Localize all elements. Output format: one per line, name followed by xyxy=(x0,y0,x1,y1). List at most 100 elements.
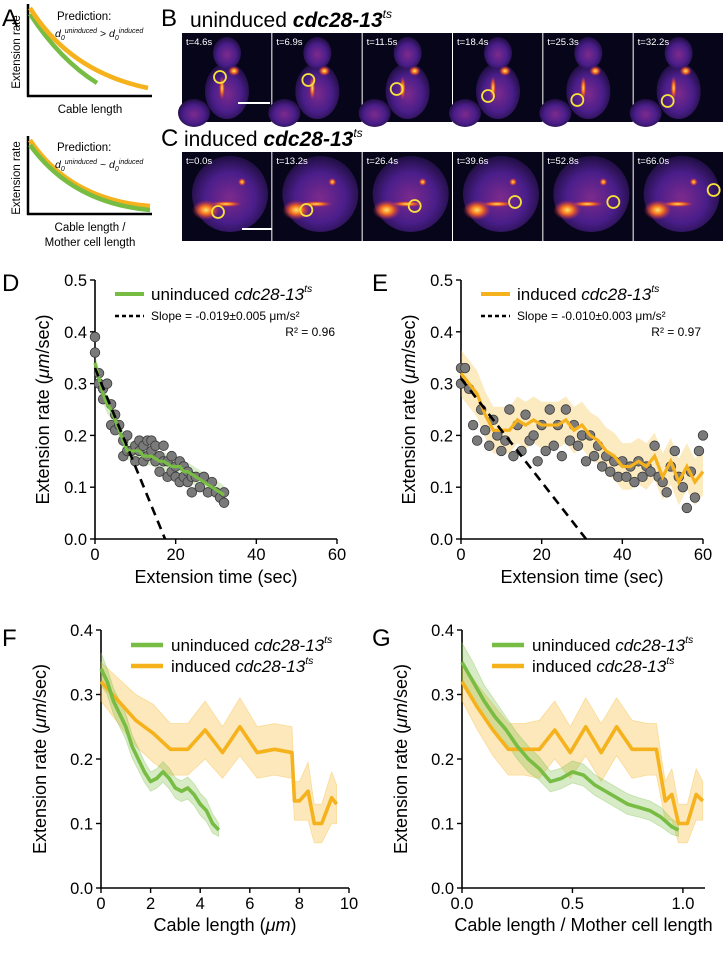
actin-cable xyxy=(670,76,677,100)
legend: uninduced cdc28-13ts Slope = -0.019±0.005… xyxy=(115,283,335,339)
prediction-curve-uninduced xyxy=(28,12,99,85)
y-tick-label: 0.4 xyxy=(430,324,453,342)
actin-cable xyxy=(481,201,513,207)
bud-neck-signal xyxy=(228,66,240,76)
data-point xyxy=(496,445,507,457)
frame-timestamp: t=25.3s xyxy=(547,37,579,48)
mother-cell xyxy=(463,156,539,232)
x-axis-label: Cable length / Mother cell length xyxy=(454,915,712,935)
data-point xyxy=(677,482,689,493)
frame-timestamp: t=66.0s xyxy=(638,156,670,167)
x-tick-label: 0.5 xyxy=(561,895,584,913)
linear-fit-line xyxy=(93,367,167,540)
y-axis-label: Extension rate xyxy=(11,15,23,89)
x-axis-label-line2: Mother cell length xyxy=(45,237,136,249)
series-line-uninduced xyxy=(99,667,221,832)
frame-timestamp: t=18.4s xyxy=(457,37,489,48)
micrograph-frame: t=39.6s xyxy=(453,152,543,241)
x-axis-label-line1: Cable length / xyxy=(55,222,127,234)
x-tick-label: 40 xyxy=(247,546,265,564)
data-point xyxy=(681,502,693,514)
y-axis-label: Extension rate (μm/sec) xyxy=(30,664,50,854)
data-point xyxy=(154,466,165,477)
prediction-equation: d0uninduced ~ d0induced xyxy=(55,159,144,173)
frame-timestamp: t=13.2s xyxy=(276,156,308,167)
micrograph-frame: t=26.4s xyxy=(362,152,452,241)
x-tick-label: 60 xyxy=(694,546,712,564)
data-point xyxy=(605,466,616,477)
tracked-cable-tip-marker xyxy=(213,70,227,84)
mother-cell xyxy=(205,63,249,119)
mean-error-band xyxy=(95,353,225,505)
panel-b-micrographs: t=4.6s t=6.9s t=11.5s t=18.4s t=25.3s t=32.2s xyxy=(178,33,723,127)
frame-timestamp: t=6.9s xyxy=(276,37,302,48)
data-point xyxy=(596,461,608,472)
data-point xyxy=(484,440,495,451)
x-tick-label: 10 xyxy=(340,895,358,913)
actin-patch xyxy=(418,178,427,186)
micrograph-frame: t=52.8s xyxy=(543,152,633,241)
tracked-cable-tip-marker xyxy=(407,199,422,213)
bud-neck-signal xyxy=(408,66,421,76)
actin-cable xyxy=(490,76,496,100)
y-tick-label: 0.0 xyxy=(430,531,453,549)
series-line-induced xyxy=(460,680,705,826)
x-tick-label: 0 xyxy=(90,546,99,564)
panel-letter-d: D xyxy=(2,270,19,297)
panel-c-title: induced cdc28-13ts xyxy=(184,126,363,151)
panel-b-title: uninduced cdc28-13ts xyxy=(190,7,392,32)
neighbor-cell xyxy=(449,99,481,127)
tracked-cable-tip-marker xyxy=(508,195,522,209)
series-line-uninduced xyxy=(460,661,680,832)
legend-label: induced cdc28-13ts xyxy=(171,655,314,676)
linear-fit-line xyxy=(459,377,588,540)
data-point xyxy=(556,450,568,462)
prediction-equation: d0uninduced > d0induced xyxy=(55,28,144,42)
data-point xyxy=(548,440,559,451)
y-tick-label: 0.1 xyxy=(70,816,93,834)
y-tick-label: 0.4 xyxy=(64,324,87,342)
y-tick-label: 0.3 xyxy=(64,376,87,394)
y-tick-label: 0.1 xyxy=(430,479,453,497)
bud-neck-signal xyxy=(679,66,692,76)
micrograph-frame: t=13.2s xyxy=(272,152,362,241)
series-error-band-induced xyxy=(461,660,704,844)
bud-cell xyxy=(574,37,603,69)
bud-cell xyxy=(664,37,693,69)
series-error-band-uninduced xyxy=(461,641,679,837)
data-point xyxy=(629,476,640,488)
x-tick-label: 0 xyxy=(96,895,105,913)
tracked-cable-tip-marker xyxy=(706,183,721,197)
neighbor-cell xyxy=(358,99,391,127)
data-point xyxy=(564,435,576,446)
legend-label: uninduced cdc28-13ts xyxy=(532,634,694,655)
tracked-cable-tip-marker xyxy=(299,203,314,217)
data-point xyxy=(520,409,531,420)
panel-letter-f: F xyxy=(2,625,17,652)
neighbor-cell xyxy=(539,99,572,127)
y-axis-label: Extension rate (μm/sec) xyxy=(391,664,411,854)
data-point xyxy=(669,445,680,457)
neighbor-cell xyxy=(268,99,301,127)
mother-cell xyxy=(192,156,268,232)
mean-line xyxy=(93,362,225,497)
legend-label-fit: Slope = -0.010±0.003 μm/s² xyxy=(517,309,666,323)
frame-timestamp: t=39.6s xyxy=(457,156,489,167)
actin-cable xyxy=(580,76,587,100)
x-tick-label: 2 xyxy=(146,895,155,913)
actin-cable xyxy=(219,76,225,100)
y-tick-label: 0.0 xyxy=(64,531,87,549)
legend-label: uninduced cdc28-13ts xyxy=(171,634,333,655)
x-tick-label: 20 xyxy=(532,546,550,564)
data-point xyxy=(504,404,515,415)
data-point xyxy=(480,425,491,436)
y-tick-label: 0.5 xyxy=(430,272,453,290)
tracked-cable-tip-marker xyxy=(570,93,585,107)
data-point xyxy=(508,450,519,462)
x-tick-label: 6 xyxy=(245,895,254,913)
chart-e: 0 20 40 60 0.0 0.1 0.2 0.3 0.4 0.5 Extension time … xyxy=(399,272,712,587)
y-tick-label: 0.2 xyxy=(64,427,87,445)
tracked-cable-tip-marker xyxy=(301,73,316,87)
legend-label-r2: R² = 0.97 xyxy=(651,325,701,339)
